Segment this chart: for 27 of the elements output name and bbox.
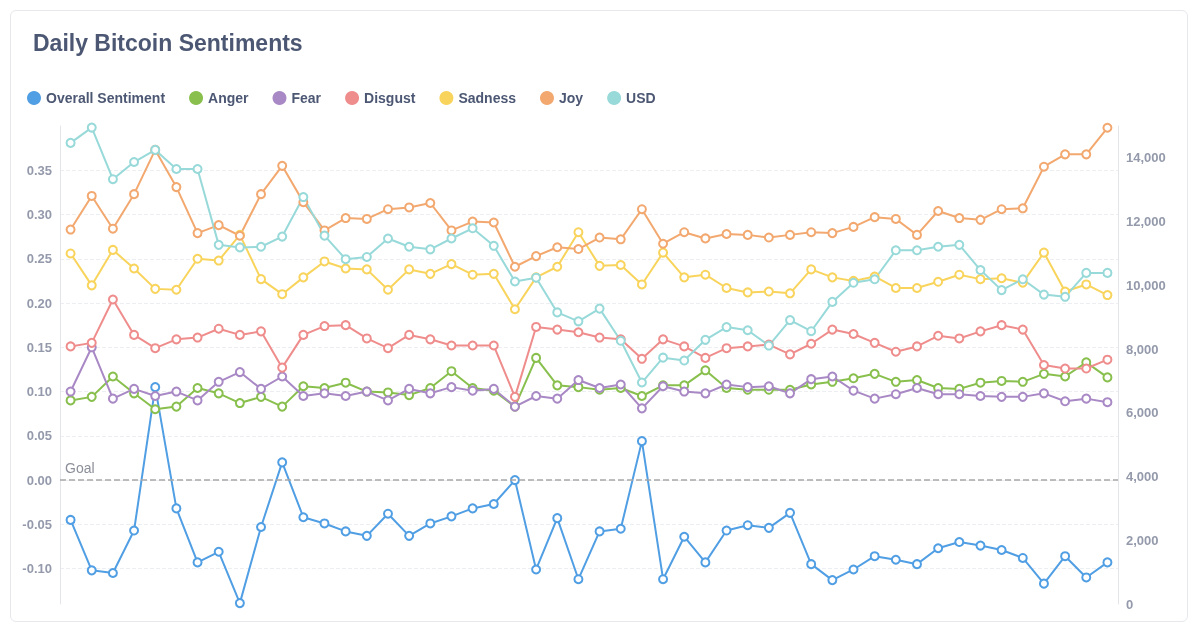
y-tick-label: 0.05 [26, 428, 52, 444]
legend-label: Fear [291, 90, 322, 106]
legend-label: Sadness [458, 90, 517, 106]
legend-label: Joy [558, 90, 584, 106]
y2-tick-label: 6,000 [1126, 405, 1159, 421]
y-tick-label: -0.10 [22, 561, 52, 577]
legend-label: USD [626, 90, 656, 106]
y-tick-label: -0.05 [22, 516, 52, 532]
y2-tick-label: 10,000 [1126, 277, 1166, 293]
y-tick-label: 0.00 [26, 472, 52, 488]
legend-label: Overall Sentiment [46, 90, 166, 106]
y2-tick-label: 0 [1126, 596, 1134, 612]
y2-tick-label: 4,000 [1126, 469, 1159, 485]
y-tick-label: 0.20 [26, 295, 52, 311]
y-tick-label: 0.15 [26, 339, 52, 355]
y2-tick-label: 8,000 [1126, 341, 1159, 357]
chart-title: Daily Bitcoin Sentiments [33, 29, 303, 56]
y2-tick-label: 14,000 [1126, 150, 1166, 166]
y-tick-label: 0.30 [26, 207, 52, 223]
legend-label: Disgust [364, 90, 416, 106]
y-tick-label: 0.35 [26, 162, 52, 178]
y2-tick-label: 2,000 [1126, 532, 1159, 548]
y-tick-label: 0.10 [26, 384, 52, 400]
legend-label: Anger [208, 90, 250, 106]
y-tick-label: 0.25 [26, 251, 52, 267]
y2-tick-label: 12,000 [1126, 214, 1166, 230]
ref-line-label: Goal [65, 460, 95, 477]
